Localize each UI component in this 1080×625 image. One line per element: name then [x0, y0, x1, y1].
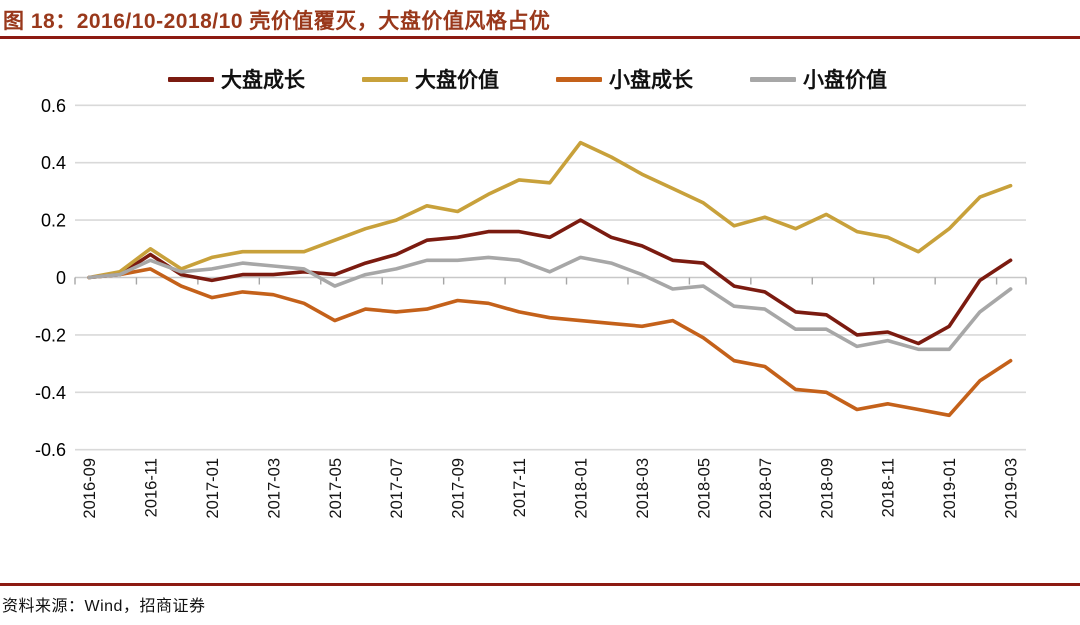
y-tick-label: 0.6 [41, 96, 66, 116]
legend-item-label: 大盘价值 [415, 67, 499, 92]
legend-item: 大盘价值 [362, 64, 499, 94]
y-tick-label: -0.6 [35, 440, 66, 460]
y-tick-label: -0.4 [35, 383, 66, 403]
y-tick-label: 0.2 [41, 211, 66, 231]
x-tick-label: 2018-01 [573, 458, 591, 519]
x-tick-label: 2017-11 [511, 458, 529, 517]
legend-item-label: 小盘价值 [803, 67, 887, 92]
legend-item: 小盘价值 [750, 64, 887, 94]
x-tick-label: 2018-05 [695, 458, 713, 519]
legend: 大盘成长 大盘价值 小盘成长 小盘价值 [168, 64, 887, 94]
series-line [87, 140, 1013, 280]
x-tick-label: 2019-03 [1003, 458, 1021, 519]
series-line [87, 218, 1013, 346]
legend-line-swatch [362, 76, 408, 82]
x-tick-label: 2017-09 [450, 458, 468, 519]
page-title: 图 18：2016/10-2018/10 壳价值覆灭，大盘价值风格占优 [3, 10, 551, 33]
y-tick-label: 0 [56, 268, 66, 288]
series-line [87, 255, 1013, 352]
legend-line-swatch [750, 76, 796, 82]
legend-item: 小盘成长 [556, 64, 693, 94]
x-tick-label: 2016-11 [142, 458, 160, 517]
series-line [87, 267, 1013, 418]
legend-item-label: 小盘成长 [609, 67, 693, 92]
x-tick-label: 2017-07 [388, 458, 406, 519]
x-tick-label: 2017-05 [327, 458, 345, 519]
x-tick-label: 2017-03 [265, 458, 283, 519]
y-tick-label: 0.4 [41, 153, 66, 173]
x-tick-label: 2018-09 [818, 458, 836, 519]
x-tick-label: 2016-09 [81, 458, 99, 519]
x-tick-label: 2017-01 [204, 458, 222, 519]
x-tick-label: 2018-11 [880, 458, 898, 517]
legend-item-label: 大盘成长 [221, 67, 305, 92]
source-note: 资料来源：Wind，招商证券 [2, 598, 206, 615]
legend-line-swatch [168, 76, 214, 82]
legend-line-swatch [556, 76, 602, 82]
footer-rule [0, 583, 1080, 586]
title-rule [0, 36, 1080, 39]
legend-item: 大盘成长 [168, 64, 305, 94]
x-tick-label: 2018-07 [757, 458, 775, 519]
x-tick-label: 2019-01 [941, 458, 959, 519]
y-tick-label: -0.2 [35, 325, 66, 345]
x-tick-label: 2018-03 [634, 458, 652, 519]
